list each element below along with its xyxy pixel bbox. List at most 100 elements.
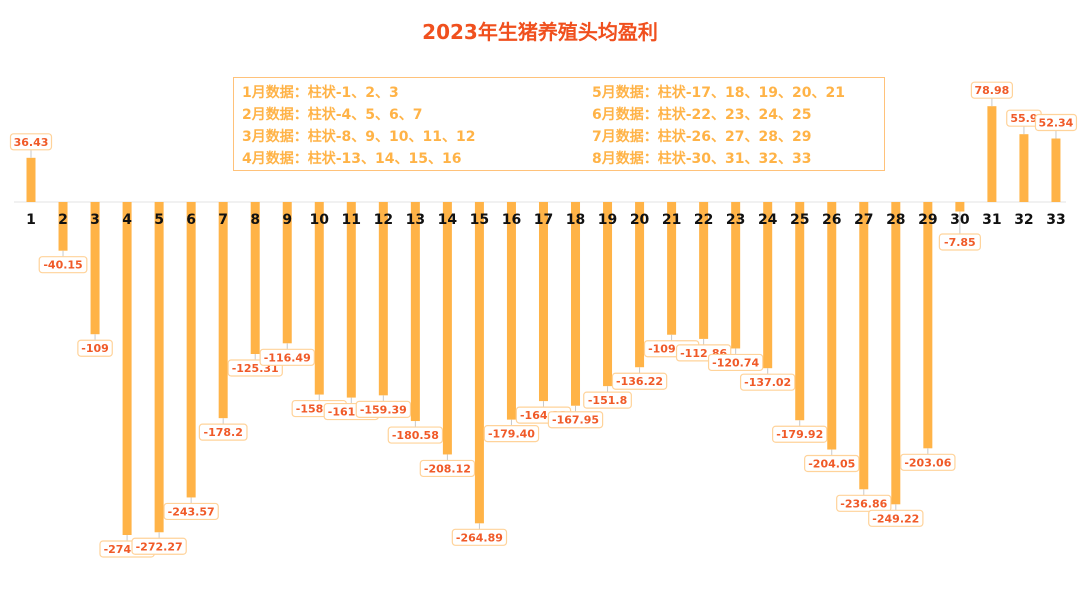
x-tick-label: 17	[534, 212, 553, 228]
bar	[923, 202, 933, 449]
data-label-box	[131, 537, 187, 555]
data-label-box	[387, 426, 444, 444]
data-label-box	[611, 372, 668, 390]
annotation-text: 3月数据：柱状-8、9、10、11、12	[242, 129, 476, 145]
annotation-box: 1月数据：柱状-1、2、3 2月数据：柱状-4、5、6、7 3月数据：柱状-8、…	[233, 77, 885, 171]
x-tick-label: 33	[1046, 212, 1065, 228]
bar	[346, 202, 356, 398]
bar	[795, 202, 805, 421]
x-tick-label: 9	[282, 212, 292, 228]
bar	[442, 202, 452, 455]
data-label-box	[483, 425, 540, 443]
data-label: -179.40	[488, 428, 535, 441]
annotation-text: 8月数据：柱状-30、31、32、33	[592, 151, 812, 167]
data-label: -203.06	[904, 456, 951, 469]
bar	[635, 202, 645, 368]
annotation-text: 2月数据：柱状-4、5、6、7	[242, 107, 423, 123]
bar	[58, 202, 68, 251]
bar	[282, 202, 292, 344]
data-label: -180.58	[392, 429, 439, 442]
x-tick-label: 1	[26, 212, 36, 228]
bar	[987, 106, 997, 202]
data-label-box	[970, 81, 1014, 99]
bar	[891, 202, 901, 505]
bar	[154, 202, 164, 533]
x-tick-label: 29	[918, 212, 937, 228]
data-label-box	[900, 453, 956, 471]
x-tick-label: 2	[58, 212, 68, 228]
bar	[250, 202, 260, 355]
data-label-box	[547, 411, 604, 429]
bar	[667, 202, 677, 335]
annotation-text: 4月数据：柱状-13、14、15、16	[242, 151, 462, 167]
data-label-box	[583, 391, 632, 409]
x-tick-label: 28	[886, 212, 905, 228]
bar	[571, 202, 581, 406]
x-tick-label: 26	[822, 212, 841, 228]
bar	[731, 202, 741, 349]
x-tick-label: 14	[438, 212, 458, 228]
x-tick-label: 6	[186, 212, 196, 228]
chart-title: 2023年生猪养殖头均盈利	[422, 20, 658, 44]
x-tick-label: 12	[374, 212, 393, 228]
x-tick-label: 4	[122, 212, 132, 228]
data-label: 78.98	[975, 84, 1010, 97]
data-label-box	[198, 423, 248, 441]
data-label: -151.8	[588, 394, 627, 407]
data-label-box	[739, 373, 796, 391]
x-tick-label: 32	[1014, 212, 1033, 228]
data-label: -40.15	[43, 259, 82, 272]
x-tick-label: 16	[502, 212, 521, 228]
x-tick-label: 8	[250, 212, 260, 228]
annotation-text: 1月数据：柱状-1、2、3	[242, 85, 399, 101]
data-label: -208.12	[424, 462, 471, 475]
data-label: -243.57	[168, 505, 215, 518]
data-label-box	[868, 509, 924, 527]
data-label: -136.22	[616, 375, 663, 388]
bar	[763, 202, 773, 369]
bar	[314, 202, 324, 395]
x-tick-label: 22	[694, 212, 713, 228]
data-label: -167.95	[552, 414, 599, 427]
data-label: -272.27	[136, 540, 183, 553]
data-label: 55.9	[1010, 112, 1037, 125]
bar	[955, 202, 965, 212]
data-label: 52.34	[1039, 117, 1074, 130]
data-label-box	[77, 339, 113, 357]
x-tick-label: 25	[790, 212, 809, 228]
x-tick-label: 19	[598, 212, 617, 228]
x-tick-label: 11	[342, 212, 361, 228]
data-label: -7.85	[944, 236, 976, 249]
bar	[122, 202, 132, 535]
x-tick-label: 20	[630, 212, 650, 228]
x-tick-label: 7	[218, 212, 228, 228]
data-label: -179.92	[776, 428, 823, 441]
bar	[186, 202, 196, 498]
data-label-box	[451, 528, 508, 546]
bar	[1051, 138, 1061, 202]
data-label-box	[38, 256, 88, 274]
annotation-text: 7月数据：柱状-26、27、28、29	[592, 129, 812, 145]
x-tick-label: 13	[406, 212, 425, 228]
data-label: -249.22	[872, 512, 919, 525]
data-label-box	[355, 400, 412, 418]
x-tick-label: 24	[758, 212, 778, 228]
data-label-box	[804, 454, 860, 473]
bar	[699, 202, 709, 339]
bar	[538, 202, 548, 402]
x-tick-label: 21	[662, 212, 681, 228]
x-tick-label: 23	[726, 212, 745, 228]
data-label-box	[419, 459, 476, 478]
x-tick-label: 27	[854, 212, 873, 228]
bar	[1019, 134, 1029, 202]
bar	[506, 202, 516, 420]
data-label-box	[163, 502, 219, 521]
x-tick-label: 3	[90, 212, 100, 228]
bar	[474, 202, 484, 524]
data-label: -264.89	[456, 531, 503, 544]
bar	[218, 202, 228, 419]
x-tick-label: 10	[310, 212, 330, 228]
annotation-text: 6月数据：柱状-22、23、24、25	[592, 107, 812, 123]
bar	[859, 202, 869, 490]
